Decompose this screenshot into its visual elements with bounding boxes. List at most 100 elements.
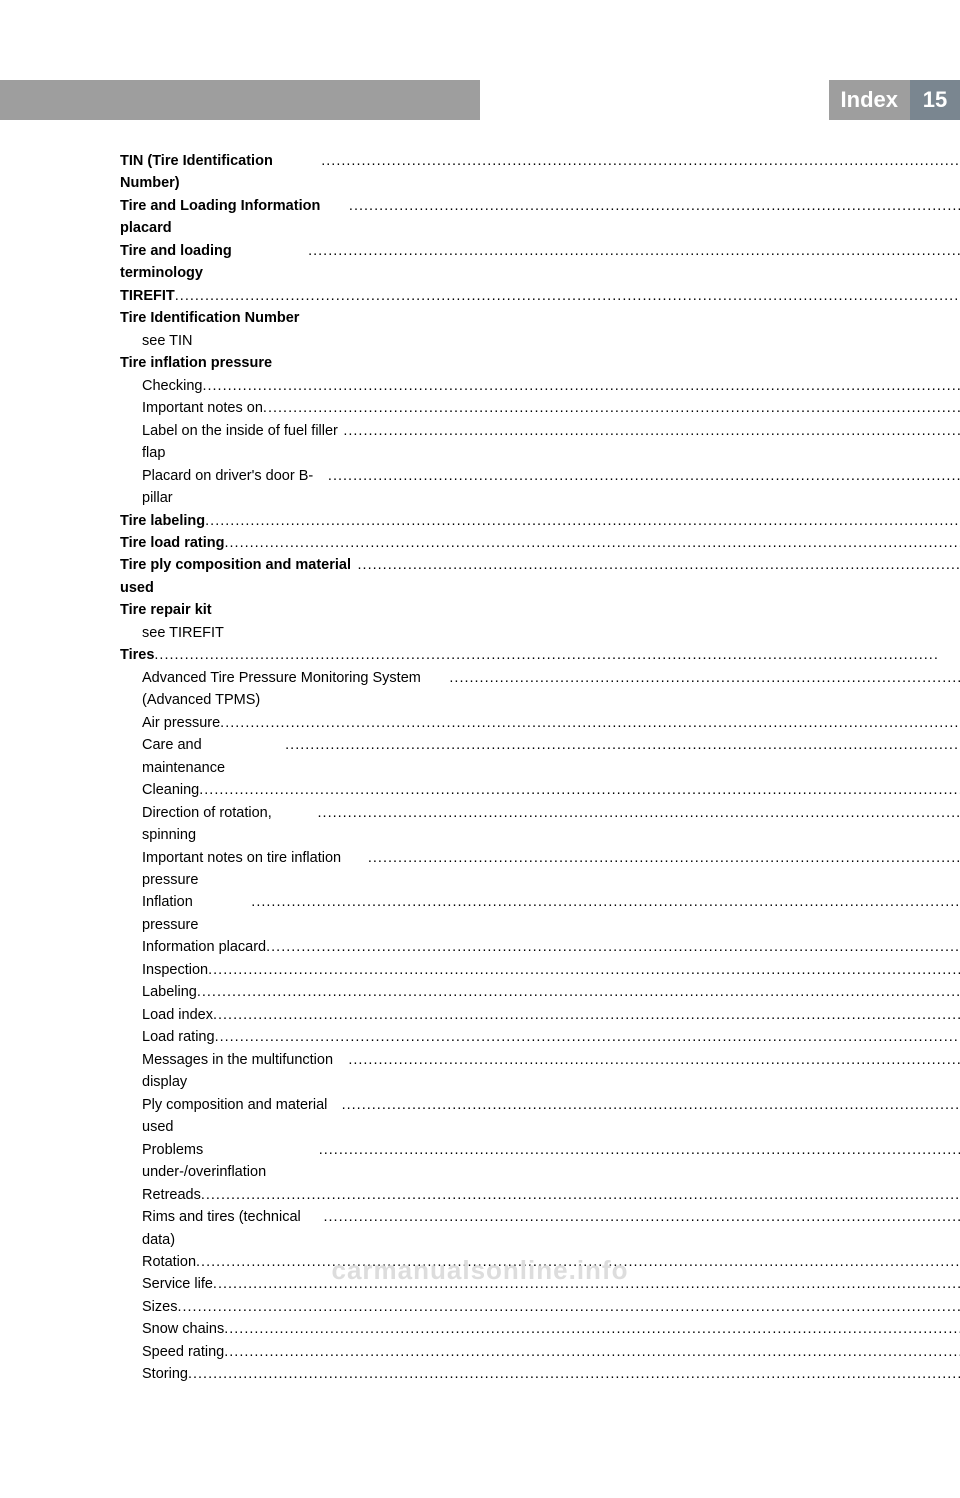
index-label: TIN (Tire Identification Number) [120, 150, 321, 195]
index-entry: Labeling212 [120, 981, 960, 1003]
leader-dots [348, 1049, 960, 1094]
leader-dots [449, 667, 960, 712]
index-entry: Load rating218 [120, 1026, 960, 1048]
index-label: Ply composition and material used [142, 1094, 342, 1139]
index-entry: Tire and Loading Information placard205 [120, 195, 960, 240]
leader-dots [213, 1004, 960, 1026]
leader-dots [175, 285, 960, 307]
index-entry: Tire labeling212 [120, 510, 960, 532]
index-label: Cleaning [142, 779, 199, 801]
index-label: Tire and loading terminology [120, 240, 308, 285]
index-label: Speed rating [142, 1341, 224, 1363]
index-label: Snow chains [142, 1318, 224, 1340]
leader-dots [205, 510, 960, 532]
index-label: TIREFIT [120, 285, 175, 307]
index-entry: see TIN [120, 330, 960, 352]
leader-dots [263, 397, 960, 419]
index-label: Label on the inside of fuel filler flap [142, 420, 343, 465]
leader-dots [201, 1184, 960, 1206]
index-label: Care and maintenance [142, 734, 285, 779]
leader-dots [193, 330, 960, 352]
leader-dots [349, 195, 960, 240]
index-entry: Problems under-/overinflation200 [120, 1139, 960, 1184]
watermark: carmanualsonline.info [0, 1255, 960, 1286]
leader-dots [224, 1341, 960, 1363]
page: { "header": { "title": "Index", "page": … [0, 0, 960, 1302]
index-label: Problems under-/overinflation [142, 1139, 319, 1184]
leader-dots [368, 847, 960, 892]
index-label: Tire load rating [120, 532, 224, 554]
index-label: Retreads [142, 1184, 201, 1206]
index-entry: Tire Identification Number [120, 307, 960, 329]
leader-dots [299, 307, 960, 329]
index-entry: Inspection209 [120, 959, 960, 981]
leader-dots [197, 981, 960, 1003]
leader-dots [321, 150, 960, 195]
index-label: see TIREFIT [142, 622, 224, 644]
index-entry: Air pressure198 [120, 712, 960, 734]
page-number: 15 [910, 80, 960, 120]
index-entry: Direction of rotation, spinning209 [120, 802, 960, 847]
leader-dots [324, 1206, 960, 1251]
index-label: Load rating [142, 1026, 215, 1048]
leader-dots [358, 554, 960, 599]
leader-dots [177, 1296, 960, 1318]
leader-dots [199, 779, 960, 801]
index-entry: Snow chains220 [120, 1318, 960, 1340]
index-label: Messages in the multifunction display [142, 1049, 348, 1094]
leader-dots [202, 375, 960, 397]
leader-dots [319, 1139, 960, 1184]
index-label: Air pressure [142, 712, 220, 734]
index-entry: Speed rating214, 219 [120, 1341, 960, 1363]
index-label: see TIN [142, 330, 193, 352]
leader-dots [224, 622, 960, 644]
index-label: Inflation pressure [142, 891, 251, 936]
index-label: Sizes [142, 1296, 177, 1318]
index-entry: Tire load rating218 [120, 532, 960, 554]
index-entry: Tire inflation pressure [120, 352, 960, 374]
index-label: Advanced Tire Pressure Monitoring System… [142, 667, 449, 712]
index-label: Tire Identification Number [120, 307, 299, 329]
index-entry: Important notes on199 [120, 397, 960, 419]
header-right: Index 15 [829, 80, 960, 120]
index-label: Tires [120, 644, 154, 666]
leader-dots [220, 712, 960, 734]
index-entry: Cleaning210 [120, 779, 960, 801]
section-title: Index [829, 80, 910, 120]
index-label: Storing [142, 1363, 188, 1385]
leader-dots [188, 1363, 960, 1385]
index-label: Tire labeling [120, 510, 205, 532]
leader-dots [318, 802, 960, 847]
index-entry: Ply composition and material used219 [120, 1094, 960, 1139]
index-entry: Retreads197 [120, 1184, 960, 1206]
index-entry: Sizes297 [120, 1296, 960, 1318]
index-label: Information placard [142, 936, 266, 958]
index-entry: Tires197, 297 [120, 644, 960, 666]
index-label: Tire and Loading Information placard [120, 195, 349, 240]
index-label: Tire ply composition and material used [120, 554, 358, 599]
leader-dots [343, 420, 960, 465]
index-label: Placard on driver's door B-pillar [142, 465, 328, 510]
index-label: Tire inflation pressure [120, 352, 272, 374]
leader-dots [342, 1094, 960, 1139]
index-entry: Label on the inside of fuel filler flap2… [120, 420, 960, 465]
leader-dots [272, 352, 960, 374]
leader-dots [224, 1318, 960, 1340]
leader-dots [212, 599, 960, 621]
leader-dots [308, 240, 960, 285]
index-entry: Important notes on tire inflation pressu… [120, 847, 960, 892]
index-entry: Tire and loading terminology217 [120, 240, 960, 285]
index-entry: Advanced Tire Pressure Monitoring System… [120, 667, 960, 712]
leader-dots [208, 959, 960, 981]
index-label: Direction of rotation, spinning [142, 802, 318, 847]
index-label: Labeling [142, 981, 197, 1003]
index-entry: Inflation pressure200, 201 [120, 891, 960, 936]
index-entry: see TIREFIT [120, 622, 960, 644]
index-columns: TIN (Tire Identification Number)219Tire … [0, 150, 960, 1498]
leader-dots [154, 644, 960, 666]
index-entry: Messages in the multifunction display241… [120, 1049, 960, 1094]
index-entry: Information placard205 [120, 936, 960, 958]
index-label: Checking [142, 375, 202, 397]
index-entry: Load index213, 218 [120, 1004, 960, 1026]
index-label: Load index [142, 1004, 213, 1026]
